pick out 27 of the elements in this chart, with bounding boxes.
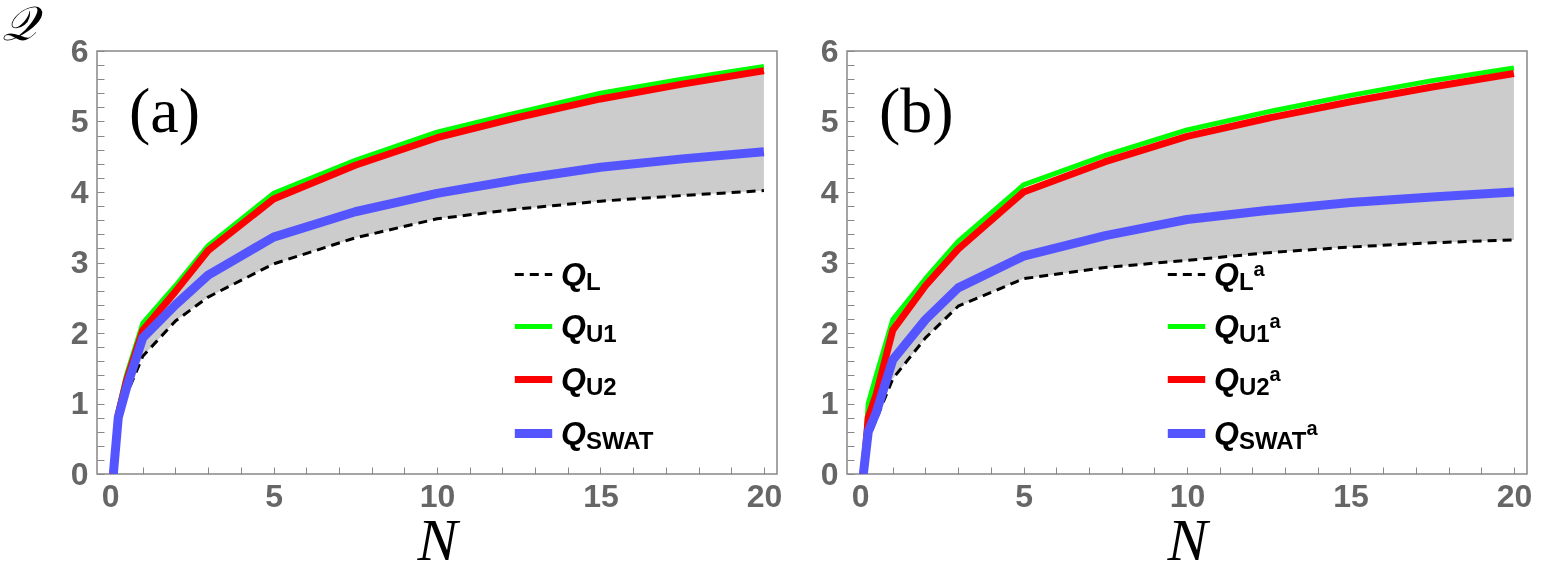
legend-label: Q$_{U1}$ (561, 307, 617, 347)
y-tick-label: 1 (820, 385, 839, 421)
x-tick-label: 5 (265, 477, 283, 514)
x-tick-label: 15 (1333, 477, 1369, 514)
legend-label: Q$_{L}$ (561, 255, 601, 295)
x-tick-label: 0 (851, 477, 870, 514)
y-tick-label: 3 (820, 244, 839, 280)
legend-label: Q$_{SWAT}$ (561, 414, 654, 454)
x-tick-label: 5 (1015, 477, 1033, 514)
legend-label: Q$_{U2}$ (561, 360, 617, 400)
x-tick-label: 20 (1496, 477, 1533, 514)
y-tick-label: 2 (820, 314, 839, 351)
y-tick-label: 6 (820, 32, 839, 69)
annotation: (b) (879, 75, 954, 146)
annotation: (a) (129, 75, 201, 146)
x-tick-label: 20 (746, 477, 783, 514)
y-tick-label: 5 (70, 103, 89, 139)
y-tick-label: 4 (820, 173, 839, 210)
y-tick-label: 1 (70, 385, 89, 421)
y-tick-label: 6 (70, 32, 89, 69)
x-tick-label: 0 (101, 477, 120, 514)
x-tick-label: 15 (583, 477, 619, 514)
y-tick-label: 2 (70, 314, 89, 351)
y-axis-title: 𝒬 (1, 0, 43, 50)
y-tick-label: 5 (820, 103, 839, 139)
y-tick-label: 3 (70, 244, 89, 280)
y-tick-label: 4 (70, 173, 89, 210)
